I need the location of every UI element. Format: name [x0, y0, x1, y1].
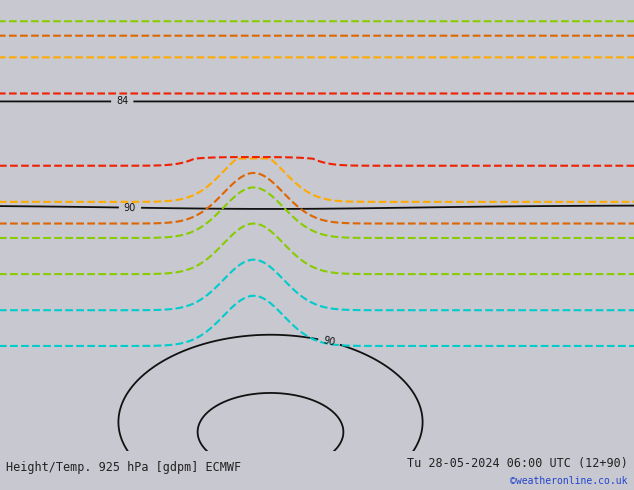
Text: 84: 84	[256, 465, 268, 476]
Text: Tu 28-05-2024 06:00 UTC (12+90): Tu 28-05-2024 06:00 UTC (12+90)	[407, 457, 628, 469]
Text: 78: 78	[116, 0, 129, 2]
Text: 90: 90	[124, 202, 136, 213]
Text: 84: 84	[116, 97, 129, 106]
Text: ©weatheronline.co.uk: ©weatheronline.co.uk	[510, 476, 628, 486]
Text: 90: 90	[322, 336, 336, 348]
Text: Height/Temp. 925 hPa [gdpm] ECMWF: Height/Temp. 925 hPa [gdpm] ECMWF	[6, 462, 242, 474]
